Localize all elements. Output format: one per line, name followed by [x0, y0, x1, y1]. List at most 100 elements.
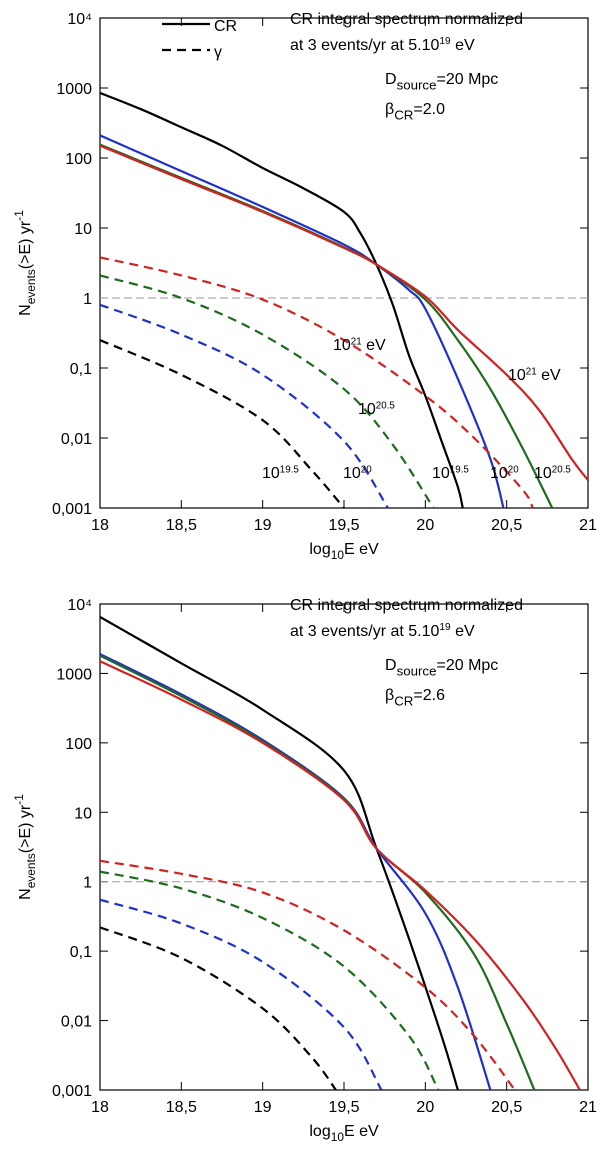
- text-part: source: [397, 78, 437, 93]
- text-part: 19.5: [450, 464, 470, 475]
- text-part: source: [397, 664, 437, 679]
- y-tick-label: 100: [65, 151, 92, 168]
- text-part: CR: [394, 108, 413, 123]
- series-line: [100, 660, 581, 1090]
- text-part: β: [385, 101, 394, 118]
- annotation: Dsource=20 Mpc: [385, 657, 498, 679]
- text-part: at 3 events/yr at 5.10: [290, 623, 440, 640]
- y-axis-label: Nevents(>E) yr-1: [12, 210, 38, 316]
- text-part: E eV: [344, 541, 379, 558]
- text-part: 10: [262, 465, 280, 482]
- text-part: 10: [333, 337, 351, 354]
- annotation: at 3 events/yr at 5.1019 eV: [290, 36, 475, 54]
- text-part: events: [24, 269, 38, 304]
- text-part: events: [24, 853, 38, 888]
- x-tick-label: 18: [91, 517, 109, 534]
- text-part: 10: [534, 465, 552, 482]
- x-axis-label: log10E eV: [309, 541, 379, 562]
- y-axis-label: Nevents(>E) yr-1: [12, 794, 38, 900]
- text-part: 20.5: [376, 400, 396, 411]
- text-part: -1: [12, 794, 26, 805]
- text-part: 19: [439, 36, 451, 47]
- x-tick-label: 20,5: [491, 1099, 522, 1116]
- text-part: eV: [451, 623, 475, 640]
- series-line: [100, 134, 505, 508]
- y-tick-label: 10⁴: [67, 597, 92, 614]
- text-part: CR: [394, 694, 413, 709]
- text-part: β: [385, 687, 394, 704]
- x-axis-label: log10E eV: [309, 1123, 379, 1144]
- annotation: CR integral spectrum normalized: [290, 597, 523, 614]
- x-tick-label: 19,5: [328, 1099, 359, 1116]
- annotation: βCR=2.6: [385, 687, 445, 709]
- legend-label: CR: [214, 18, 237, 35]
- y-tick-label: 0,1: [70, 361, 92, 378]
- y-tick-label: 1: [83, 291, 92, 308]
- text-part: =20 Mpc: [436, 657, 498, 674]
- text-part: eV: [362, 337, 386, 354]
- text-part: N: [17, 304, 34, 316]
- series-line: [100, 256, 534, 508]
- text-part: log: [309, 541, 330, 558]
- x-tick-label: 20,5: [491, 517, 522, 534]
- text-part: 19.5: [280, 464, 300, 475]
- annotation: at 3 events/yr at 5.1019 eV: [290, 622, 475, 640]
- series-line: [100, 143, 554, 508]
- text-part: 21: [351, 336, 362, 347]
- y-tick-label: 0,01: [61, 1014, 92, 1031]
- text-part: log: [309, 1123, 330, 1140]
- y-tick-label: 0,001: [52, 1083, 92, 1100]
- x-tick-label: 19: [254, 1099, 272, 1116]
- y-tick-label: 10: [74, 221, 92, 238]
- x-tick-label: 18: [91, 1099, 109, 1116]
- y-tick-label: 0,01: [61, 431, 92, 448]
- text-part: 10: [432, 465, 450, 482]
- series-line: [100, 926, 337, 1090]
- text-part: 10: [331, 548, 345, 562]
- text-part: 19: [439, 622, 451, 633]
- series-line: [100, 144, 588, 481]
- annotation: 1020: [490, 464, 519, 482]
- text-part: =2.6: [413, 687, 445, 704]
- text-part: E eV: [344, 1123, 379, 1140]
- y-tick-label: 10⁴: [67, 11, 92, 28]
- plot-frame: [99, 603, 589, 1091]
- y-tick-label: 1000: [56, 666, 92, 683]
- y-tick-label: 10: [74, 805, 92, 822]
- text-part: eV: [537, 367, 561, 384]
- series-line: [100, 898, 383, 1090]
- text-part: CR integral spectrum normalized: [290, 597, 523, 614]
- text-part: at 3 events/yr at 5.10: [290, 37, 440, 54]
- annotation: 1019.5: [432, 464, 469, 482]
- series-line: [100, 654, 536, 1090]
- annotation: CR integral spectrum normalized: [290, 11, 523, 28]
- text-part: 21: [526, 366, 537, 377]
- text-part: 10: [331, 1130, 345, 1144]
- x-tick-label: 20: [416, 517, 434, 534]
- text-part: (>E) yr: [17, 804, 34, 853]
- annotation: 1020: [343, 464, 372, 482]
- series-line: [100, 653, 492, 1090]
- series-line: [100, 303, 389, 508]
- annotation: βCR=2.0: [385, 101, 445, 123]
- annotation: 1020.5: [358, 400, 395, 418]
- series-line: [100, 616, 459, 1090]
- series-line: [100, 859, 516, 1090]
- text-part: 20: [508, 464, 519, 475]
- x-tick-label: 18,5: [166, 1099, 197, 1116]
- text-part: =2.0: [413, 101, 445, 118]
- x-tick-label: 21: [579, 517, 597, 534]
- text-part: (>E) yr: [17, 220, 34, 269]
- legend-label: γ: [214, 44, 222, 61]
- x-tick-label: 21: [579, 1099, 597, 1116]
- text-part: =20 Mpc: [436, 71, 498, 88]
- x-tick-label: 18,5: [166, 517, 197, 534]
- text-part: D: [385, 71, 397, 88]
- series-line: [100, 91, 464, 508]
- text-part: -1: [12, 210, 26, 221]
- text-part: 10: [343, 465, 361, 482]
- text-part: D: [385, 657, 397, 674]
- y-tick-label: 1: [83, 875, 92, 892]
